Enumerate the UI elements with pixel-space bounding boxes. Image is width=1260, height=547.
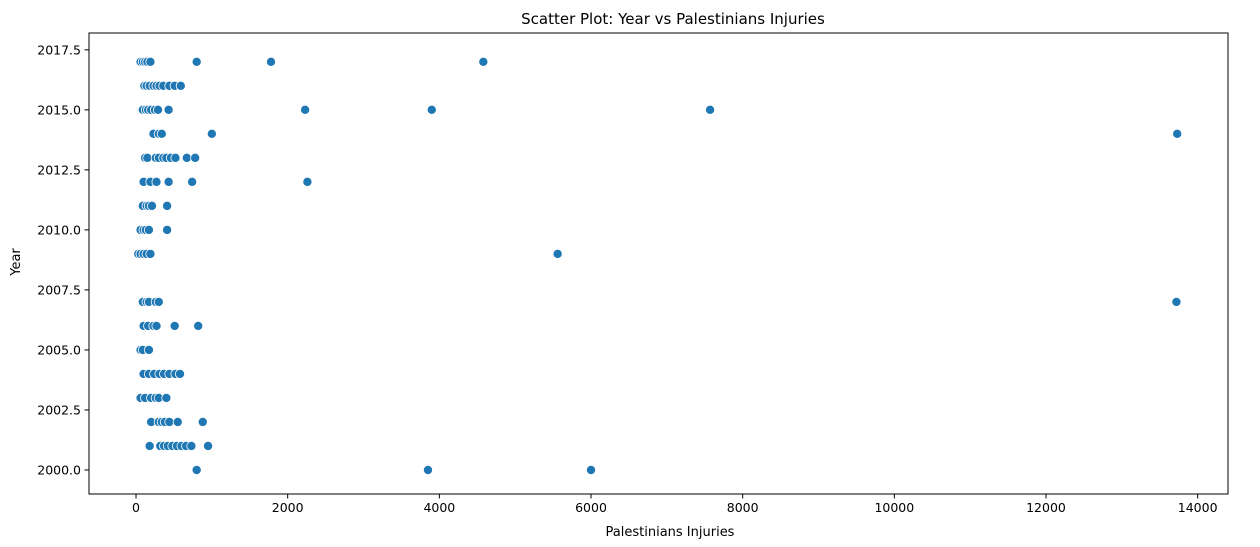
y-tick-label: 2000.0	[37, 462, 81, 477]
data-point	[162, 224, 173, 235]
y-tick-label: 2002.5	[37, 402, 81, 417]
data-point	[145, 248, 156, 259]
data-point	[187, 176, 198, 187]
data-point	[300, 104, 311, 115]
data-point	[181, 152, 192, 163]
data-point	[426, 104, 437, 115]
data-point	[1171, 296, 1182, 307]
x-tick-label: 2000	[272, 500, 304, 515]
data-point	[163, 104, 174, 115]
data-point	[153, 296, 164, 307]
x-axis-title: Palestinians Injuries	[606, 525, 735, 540]
data-point	[206, 128, 217, 139]
data-point	[265, 56, 276, 67]
data-point	[193, 320, 204, 331]
x-tick-label: 12000	[1026, 500, 1066, 515]
y-tick-label: 2005.0	[37, 342, 81, 357]
data-point	[1172, 128, 1183, 139]
plot-frame	[88, 32, 1229, 495]
data-point	[422, 464, 433, 475]
x-tick-label: 8000	[727, 500, 759, 515]
data-point	[174, 368, 185, 379]
data-point	[197, 416, 208, 427]
y-axis-title: Year	[9, 248, 24, 277]
x-tick-label: 14000	[1178, 500, 1218, 515]
data-point	[145, 56, 156, 67]
y-tick-label: 2017.5	[37, 42, 81, 57]
x-tick-label: 0	[132, 500, 140, 515]
data-point	[191, 56, 202, 67]
data-point	[153, 104, 164, 115]
data-point	[146, 200, 157, 211]
x-axis: 0 2000 4000 6000 8000 10000 12000 14000	[132, 494, 1218, 515]
data-point	[175, 80, 186, 91]
data-point	[151, 176, 162, 187]
data-point	[161, 392, 172, 403]
data-point	[170, 152, 181, 163]
y-tick-label: 2010.0	[37, 222, 81, 237]
x-tick-label: 4000	[423, 500, 455, 515]
x-tick-label: 6000	[575, 500, 607, 515]
data-point	[142, 152, 153, 163]
data-point	[478, 56, 489, 67]
data-point	[705, 104, 716, 115]
data-point	[172, 416, 183, 427]
data-point	[190, 152, 201, 163]
data-point	[164, 416, 175, 427]
data-point	[552, 248, 563, 259]
plot-area	[88, 32, 1229, 495]
data-point	[151, 320, 162, 331]
data-point	[162, 200, 173, 211]
data-point	[143, 224, 154, 235]
data-point	[203, 440, 214, 451]
y-tick-label: 2007.5	[37, 282, 81, 297]
y-axis: 2000.0 2002.5 2005.0 2007.5 2010.0 2012.5 2015…	[37, 42, 89, 477]
data-point	[586, 464, 597, 475]
data-point	[191, 464, 202, 475]
data-point	[143, 344, 154, 355]
data-point	[302, 176, 313, 187]
y-tick-label: 2012.5	[37, 162, 81, 177]
y-tick-label: 2015.0	[37, 102, 81, 117]
chart-title: Scatter Plot: Year vs Palestinians Injur…	[521, 10, 825, 28]
data-point	[186, 440, 197, 451]
data-point	[144, 440, 155, 451]
data-point	[163, 176, 174, 187]
x-tick-label: 10000	[874, 500, 914, 515]
data-point	[169, 320, 180, 331]
data-point	[156, 128, 167, 139]
